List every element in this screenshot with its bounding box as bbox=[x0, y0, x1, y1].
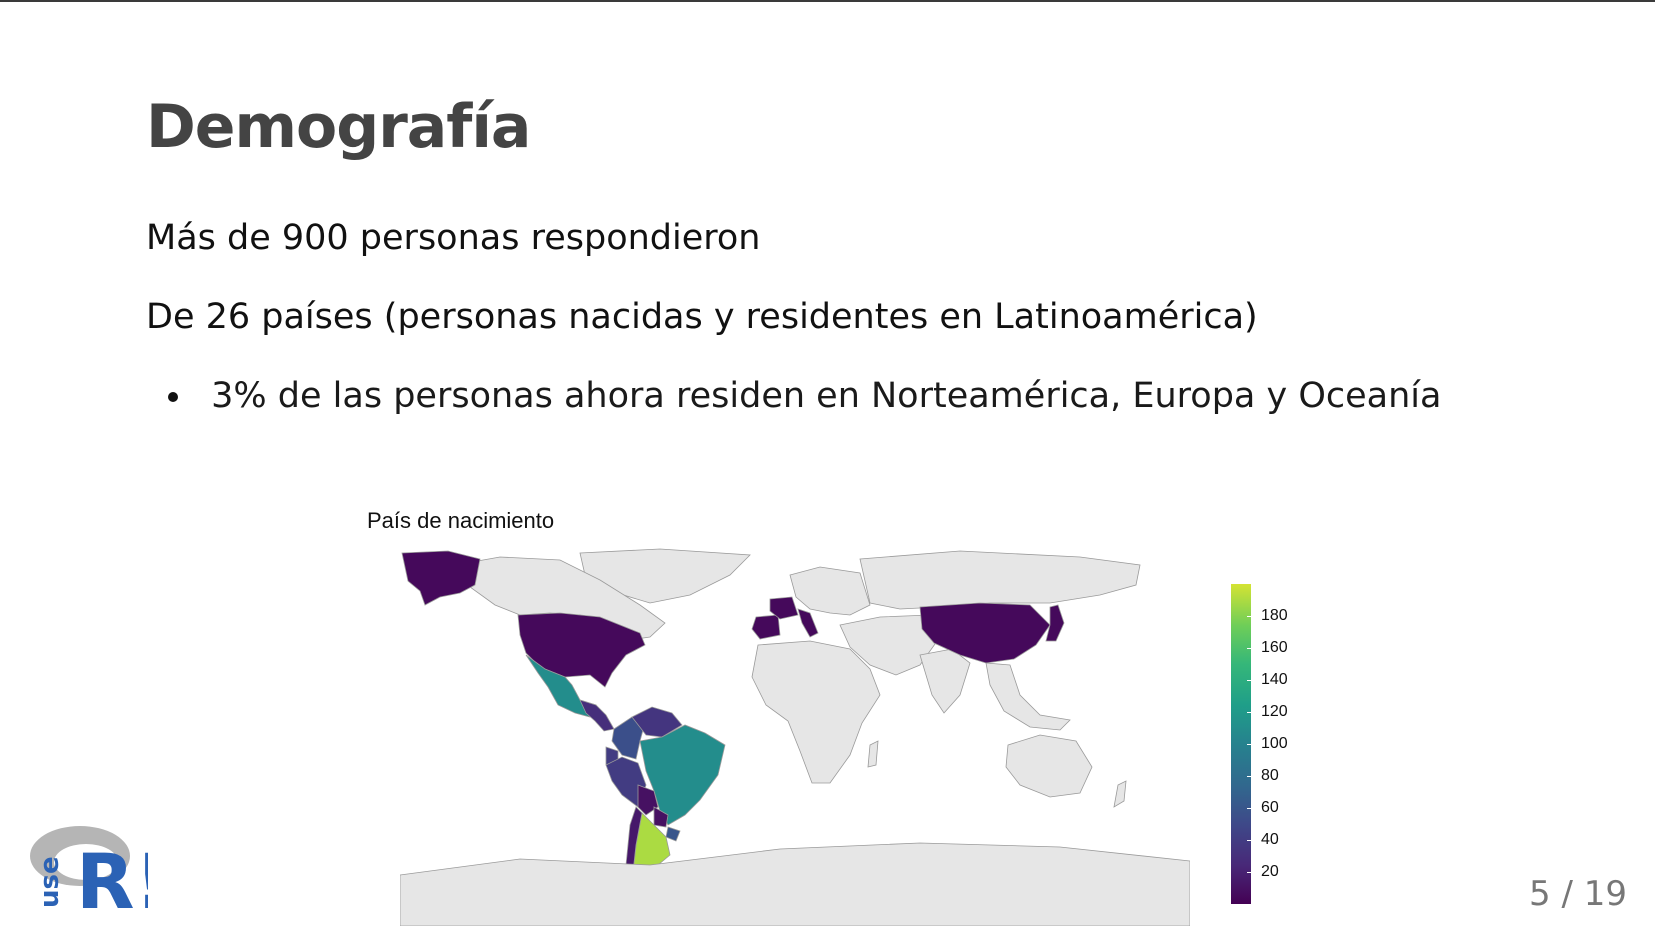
legend-tick-mark bbox=[1247, 872, 1251, 873]
region-middle-east bbox=[839, 614, 941, 676]
region-japan bbox=[1045, 604, 1065, 642]
legend-tick-mark bbox=[1247, 648, 1251, 649]
legend-tick-mark bbox=[1247, 840, 1251, 841]
region-venezuela bbox=[631, 706, 683, 738]
bullet-item: 3% de las personas ahora residen en Nort… bbox=[168, 376, 1441, 416]
region-alaska bbox=[401, 550, 481, 606]
svg-text:R!: R! bbox=[76, 837, 148, 912]
region-africa bbox=[751, 640, 881, 784]
legend-tick-label: 160 bbox=[1261, 639, 1288, 656]
color-legend: 20 40 60 80 100 120 140 160 180 bbox=[1225, 584, 1315, 904]
region-france bbox=[769, 596, 799, 620]
region-uruguay bbox=[665, 826, 681, 842]
slide-title: Demografía bbox=[146, 92, 531, 162]
region-india bbox=[919, 648, 971, 714]
legend-tick-mark bbox=[1247, 616, 1251, 617]
region-russia bbox=[859, 550, 1141, 610]
world-map bbox=[400, 548, 1190, 926]
region-europe bbox=[789, 566, 871, 616]
legend-tick-label: 180 bbox=[1261, 607, 1288, 624]
region-china bbox=[919, 602, 1051, 664]
region-se-asia bbox=[985, 662, 1071, 731]
region-australia bbox=[1005, 734, 1093, 798]
legend-tick-label: 80 bbox=[1261, 767, 1279, 784]
bullet-text: 3% de las personas ahora residen en Nort… bbox=[211, 376, 1442, 416]
legend-tick-label: 20 bbox=[1261, 863, 1279, 880]
region-guatemala bbox=[579, 699, 615, 732]
region-antarctica bbox=[400, 842, 1190, 926]
legend-tick-mark bbox=[1247, 712, 1251, 713]
region-spain bbox=[751, 614, 781, 640]
svg-text:use: use bbox=[35, 856, 65, 908]
region-new-zealand bbox=[1113, 780, 1127, 808]
region-madagascar bbox=[867, 740, 879, 768]
region-usa bbox=[517, 612, 646, 688]
bullet-dot-icon bbox=[168, 392, 178, 402]
legend-tick-label: 100 bbox=[1261, 735, 1288, 752]
region-bolivia bbox=[637, 784, 659, 816]
region-italy bbox=[797, 608, 819, 638]
legend-tick-mark bbox=[1247, 808, 1251, 809]
legend-tick-label: 120 bbox=[1261, 703, 1288, 720]
legend-tick-mark bbox=[1247, 680, 1251, 681]
chart-title: País de nacimiento bbox=[367, 508, 555, 533]
region-paraguay bbox=[653, 806, 669, 828]
top-rule bbox=[0, 0, 1655, 2]
paragraph-respondents: Más de 900 personas respondieron bbox=[146, 218, 761, 258]
paragraph-countries: De 26 países (personas nacidas y residen… bbox=[146, 297, 1258, 337]
legend-tick-label: 140 bbox=[1261, 671, 1288, 688]
legend-tick-label: 60 bbox=[1261, 799, 1279, 816]
user-logo-icon: use R! bbox=[30, 826, 148, 912]
legend-colorbar bbox=[1231, 584, 1251, 904]
legend-tick-label: 40 bbox=[1261, 831, 1279, 848]
legend-tick-mark bbox=[1247, 776, 1251, 777]
legend-tick-mark bbox=[1247, 744, 1251, 745]
page-number: 5 / 19 bbox=[1529, 874, 1627, 914]
